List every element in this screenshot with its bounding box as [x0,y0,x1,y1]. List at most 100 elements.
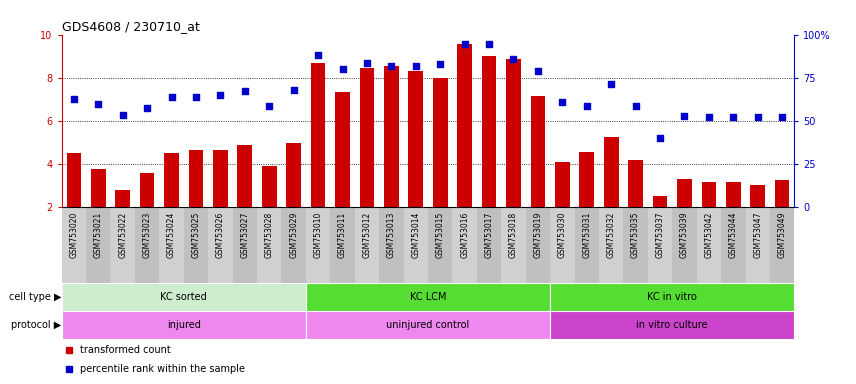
Bar [116,190,130,251]
Text: KC LCM: KC LCM [410,292,446,302]
Bar [628,160,643,251]
Bar [775,180,789,251]
Point [360,60,374,66]
Bar [648,207,672,283]
Bar [164,154,179,251]
Bar [428,207,453,283]
Bar [62,311,306,339]
Bar [550,207,574,283]
Text: GSM753011: GSM753011 [338,211,347,258]
Text: protocol ▶: protocol ▶ [11,320,62,330]
Point [263,103,276,109]
Point [140,105,154,111]
Bar [330,207,354,283]
Text: GSM753030: GSM753030 [558,211,567,258]
Text: GSM753015: GSM753015 [436,211,445,258]
Text: GSM753025: GSM753025 [192,211,200,258]
Bar [502,207,526,283]
Point [482,41,496,47]
Bar [213,150,228,251]
Bar [672,207,697,283]
Text: GSM753027: GSM753027 [241,211,249,258]
Text: in vitro culture: in vitro culture [637,320,708,330]
Text: GSM753039: GSM753039 [680,211,689,258]
Text: injured: injured [167,320,200,330]
Bar [140,173,154,251]
Text: GSM753010: GSM753010 [313,211,323,258]
Text: GSM753023: GSM753023 [143,211,152,258]
Bar [531,96,545,251]
Text: GSM753018: GSM753018 [509,211,518,258]
Text: GSM753013: GSM753013 [387,211,395,258]
Bar [91,169,105,251]
Text: GSM753032: GSM753032 [607,211,615,258]
Point [702,114,716,120]
Text: uninjured control: uninjured control [386,320,470,330]
Point [556,98,569,104]
Bar [62,207,86,283]
Bar [697,207,721,283]
Bar [526,207,550,283]
Bar [702,182,716,251]
Point [238,88,252,94]
Text: GSM753028: GSM753028 [265,211,274,258]
Text: GSM753019: GSM753019 [533,211,543,258]
Text: GSM753035: GSM753035 [631,211,640,258]
Text: GSM753017: GSM753017 [484,211,494,258]
Bar [306,207,330,283]
Text: GSM753031: GSM753031 [582,211,591,258]
Bar [135,207,159,283]
Bar [384,66,399,251]
Bar [86,207,110,283]
Bar [580,152,594,251]
Point [531,68,544,74]
Bar [306,311,550,339]
Point [653,135,667,141]
Point [604,81,618,87]
Point [433,61,447,67]
Bar [237,145,253,251]
Text: GSM753020: GSM753020 [69,211,79,258]
Bar [550,311,794,339]
Bar [770,207,794,283]
Bar [67,154,81,251]
Point [629,103,643,109]
Bar [62,283,306,311]
Bar [433,78,448,251]
Point [384,63,398,69]
Text: GSM753044: GSM753044 [728,211,738,258]
Point [458,41,472,47]
Bar [360,68,374,251]
Text: GSM753022: GSM753022 [118,211,128,258]
Text: GSM753047: GSM753047 [753,211,762,258]
Bar [506,60,520,251]
Bar [603,137,619,251]
Bar [188,150,203,251]
Text: GSM753042: GSM753042 [704,211,713,258]
Bar [208,207,233,283]
Text: GSM753049: GSM753049 [777,211,787,258]
Point [312,52,325,58]
Bar [311,63,325,251]
Bar [336,92,350,251]
Bar [574,207,599,283]
Bar [721,207,746,283]
Bar [599,207,623,283]
Bar [233,207,257,283]
Text: GSM753037: GSM753037 [656,211,664,258]
Bar [751,185,765,251]
Bar [653,195,668,251]
Point [507,56,520,63]
Point [678,113,692,119]
Bar [408,71,423,251]
Point [67,96,80,103]
Point [116,111,129,118]
Bar [457,44,472,251]
Text: GSM753016: GSM753016 [461,211,469,258]
Point [287,87,300,93]
Bar [379,207,403,283]
Bar [287,142,301,251]
Bar [306,283,550,311]
Bar [257,207,282,283]
Point [409,63,423,69]
